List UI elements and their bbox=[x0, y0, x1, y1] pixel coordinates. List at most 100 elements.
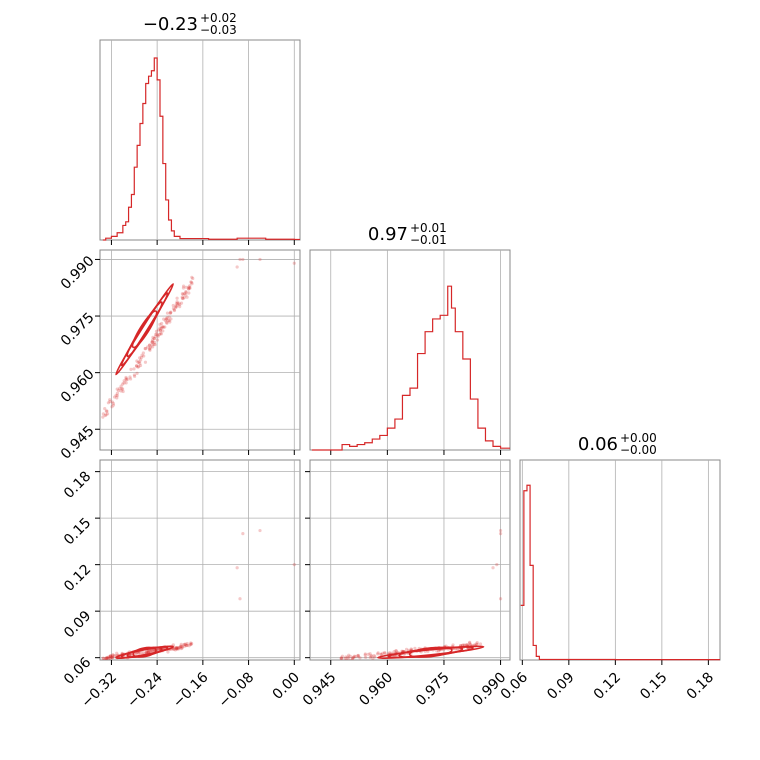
sample-point bbox=[150, 338, 155, 342]
sample-point bbox=[366, 652, 370, 657]
sample-point bbox=[190, 275, 194, 279]
sample-point bbox=[122, 381, 126, 385]
scatter-points bbox=[339, 528, 503, 660]
sample-point bbox=[172, 308, 177, 313]
sample-point bbox=[124, 377, 128, 381]
sample-point bbox=[115, 396, 119, 400]
sample-point bbox=[150, 343, 154, 347]
sample-point bbox=[115, 391, 120, 395]
sample-point bbox=[153, 335, 158, 339]
sample-point bbox=[108, 656, 112, 660]
sample-point bbox=[159, 331, 163, 335]
scatter-param2-vs-param1: 0.945 0.960 0.975 0.990 bbox=[58, 249, 301, 463]
sample-point bbox=[179, 644, 184, 649]
sample-point bbox=[128, 377, 133, 381]
sample-point bbox=[105, 656, 110, 660]
sample-point bbox=[175, 300, 179, 304]
sample-point bbox=[189, 642, 193, 646]
sample-point bbox=[115, 651, 119, 655]
sample-point bbox=[468, 640, 472, 644]
sample-point bbox=[141, 351, 145, 355]
sample-point bbox=[183, 642, 187, 646]
sample-point bbox=[177, 301, 181, 305]
sample-point bbox=[164, 317, 168, 321]
sample-point bbox=[152, 342, 156, 346]
sample-point bbox=[175, 647, 179, 651]
sample-point bbox=[184, 285, 188, 289]
sample-point bbox=[177, 647, 181, 651]
outlier-point bbox=[238, 597, 242, 601]
param-title-1: −0.23 bbox=[143, 14, 198, 35]
sample-point bbox=[101, 656, 106, 660]
sample-point bbox=[108, 656, 112, 660]
sample-point bbox=[352, 654, 356, 658]
scatter-param3-vs-param2-xlabel: 0.945 bbox=[300, 669, 340, 709]
sample-point bbox=[343, 656, 347, 660]
sample-point bbox=[157, 332, 162, 337]
sample-point bbox=[151, 345, 155, 349]
sample-point bbox=[352, 655, 356, 659]
scatter-param2-vs-param1-ylabel: 0.990 bbox=[58, 253, 98, 293]
sample-point bbox=[185, 643, 189, 647]
contour-level bbox=[408, 646, 453, 658]
sample-point bbox=[137, 360, 141, 364]
sample-point bbox=[392, 649, 396, 654]
sample-point bbox=[191, 276, 195, 281]
sample-point bbox=[340, 656, 344, 660]
sample-point bbox=[180, 292, 184, 296]
param-title-2: 0.97 bbox=[368, 224, 408, 245]
scatter-param3-vs-param1-xlabel: −0.16 bbox=[170, 669, 212, 711]
sample-point bbox=[108, 654, 113, 658]
sample-point bbox=[379, 652, 383, 657]
sample-point bbox=[111, 653, 115, 657]
contour-level bbox=[131, 310, 158, 349]
sample-point bbox=[339, 656, 343, 660]
sample-point bbox=[119, 389, 123, 393]
contour-level bbox=[132, 646, 157, 658]
sample-point bbox=[107, 655, 111, 659]
scatter-param3-vs-param1-frame bbox=[99, 459, 301, 661]
sample-point bbox=[138, 356, 142, 360]
hist-param3-frame bbox=[519, 459, 721, 661]
hist1-step bbox=[311, 285, 510, 451]
sample-point bbox=[161, 325, 165, 329]
param-title-plus-3: +0.00 bbox=[620, 431, 657, 445]
sample-point bbox=[111, 654, 115, 658]
sample-point bbox=[120, 387, 125, 391]
sample-point bbox=[379, 652, 383, 656]
sample-point bbox=[462, 643, 466, 647]
sample-point bbox=[133, 374, 137, 378]
sample-point bbox=[155, 332, 159, 336]
sample-point bbox=[159, 326, 163, 331]
sample-point bbox=[351, 655, 355, 660]
sample-point bbox=[174, 305, 178, 309]
sample-point bbox=[147, 347, 151, 351]
sample-point bbox=[187, 287, 191, 291]
scatter-points bbox=[101, 528, 296, 660]
hist-param1-frame bbox=[99, 39, 301, 241]
sample-point bbox=[348, 659, 352, 660]
hist-param3: 0.06 0.09 0.12 0.15 0.18 bbox=[498, 459, 721, 703]
outlier-point bbox=[491, 566, 495, 570]
sample-point bbox=[174, 305, 178, 310]
sample-point bbox=[121, 389, 125, 394]
sample-point bbox=[124, 381, 128, 385]
sample-point bbox=[177, 646, 181, 650]
sample-point bbox=[451, 643, 455, 647]
sample-point bbox=[181, 286, 186, 290]
sample-point bbox=[115, 387, 119, 391]
outlier-point bbox=[498, 597, 503, 601]
sample-point bbox=[166, 650, 170, 654]
sample-point bbox=[353, 654, 358, 659]
sample-point bbox=[114, 393, 118, 397]
sample-point bbox=[124, 378, 128, 382]
sample-point bbox=[348, 654, 352, 658]
sample-point bbox=[150, 340, 154, 344]
sample-point bbox=[110, 656, 114, 660]
sample-point bbox=[164, 317, 169, 321]
hist2-step bbox=[520, 484, 720, 661]
scatter-param3-vs-param1-ylabel: 0.18 bbox=[61, 468, 94, 501]
sample-point bbox=[475, 642, 479, 647]
sample-point bbox=[111, 403, 116, 407]
